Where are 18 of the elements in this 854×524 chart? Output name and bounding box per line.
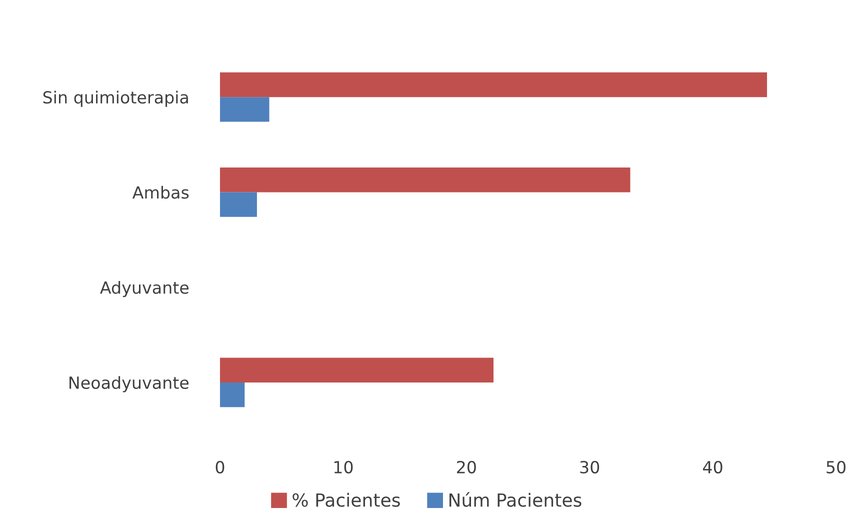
- bar: [220, 72, 768, 98]
- bar: [220, 382, 245, 408]
- bar: [220, 167, 630, 192]
- y-tick-label: Adyuvante: [100, 280, 189, 298]
- x-tick-label: 10: [334, 460, 353, 474]
- y-tick-label: Sin quimioterapia: [43, 90, 188, 107]
- legend-label: % Pacientes: [292, 492, 400, 507]
- bar: [220, 97, 270, 122]
- y-tick-label: Ambas: [132, 186, 189, 199]
- bar: [220, 192, 257, 217]
- legend-label: Núm Pacientes: [449, 492, 582, 507]
- x-tick-label: 30: [580, 460, 600, 474]
- x-tick-label: 20: [457, 460, 476, 474]
- x-tick-label: 40: [703, 460, 722, 474]
- x-tick-label: 50: [826, 460, 846, 474]
- bar: [220, 358, 494, 382]
- x-tick-label: 0: [216, 460, 224, 474]
- y-tick-label: Neoadyuvante: [70, 376, 189, 392]
